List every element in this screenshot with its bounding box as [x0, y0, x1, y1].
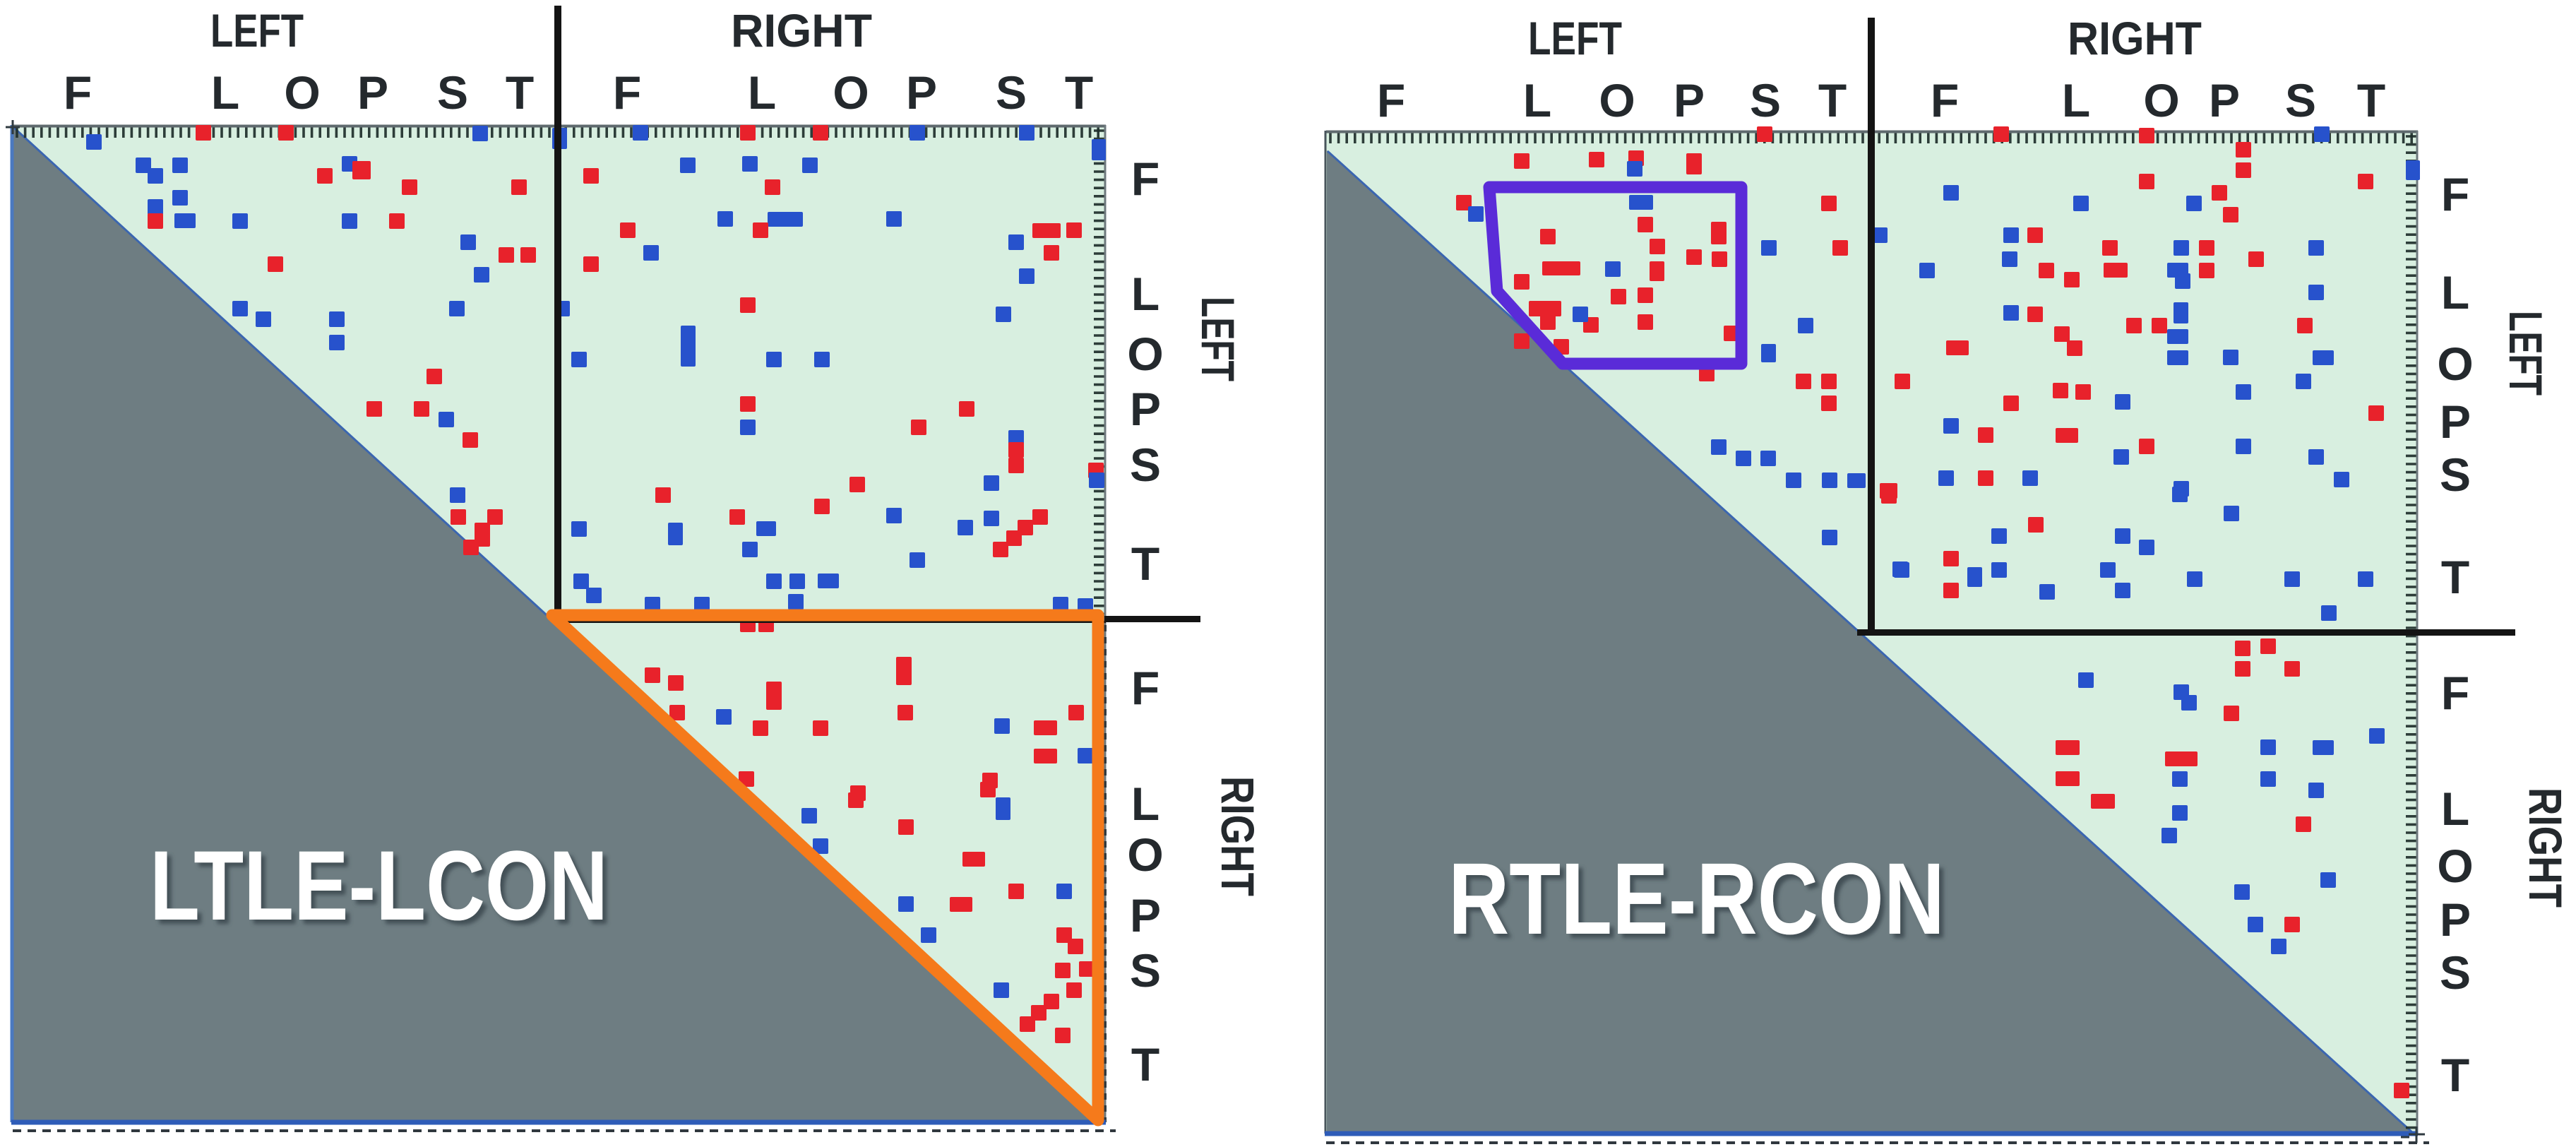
svg-text:F: F: [1131, 153, 1159, 205]
svg-text:P: P: [1674, 74, 1705, 126]
svg-text:L: L: [1131, 268, 1159, 320]
svg-text:F: F: [2441, 168, 2469, 220]
svg-text:LEFT: LEFT: [2500, 311, 2552, 396]
svg-text:O: O: [2143, 74, 2179, 126]
svg-text:P: P: [1130, 383, 1161, 435]
svg-text:O: O: [833, 66, 869, 119]
svg-text:T: T: [2441, 1049, 2469, 1101]
svg-text:RTLE-RCON: RTLE-RCON: [1448, 842, 1945, 956]
svg-text:P: P: [2209, 74, 2240, 126]
svg-text:F: F: [2441, 667, 2469, 719]
svg-text:F: F: [64, 66, 92, 119]
svg-text:L: L: [2441, 783, 2469, 835]
svg-text:P: P: [906, 66, 937, 119]
svg-text:RIGHT: RIGHT: [1212, 776, 1264, 896]
svg-text:P: P: [2440, 893, 2471, 946]
svg-text:T: T: [1818, 74, 1847, 126]
svg-text:T: T: [2357, 74, 2385, 126]
svg-text:RIGHT: RIGHT: [731, 4, 872, 57]
svg-text:T: T: [506, 66, 534, 119]
svg-text:T: T: [1131, 537, 1159, 590]
svg-text:P: P: [357, 66, 388, 119]
svg-text:LTLE-LCON: LTLE-LCON: [150, 830, 608, 941]
svg-text:F: F: [1131, 662, 1159, 714]
svg-text:L: L: [2062, 74, 2090, 126]
svg-text:P: P: [1130, 889, 1161, 941]
svg-text:RIGHT: RIGHT: [2520, 788, 2572, 908]
svg-text:T: T: [1065, 66, 1093, 119]
svg-text:L: L: [1523, 74, 1551, 126]
svg-text:S: S: [2285, 74, 2316, 126]
svg-text:O: O: [284, 66, 320, 119]
svg-text:F: F: [1377, 74, 1405, 126]
svg-text:O: O: [2437, 840, 2473, 892]
svg-text:LEFT: LEFT: [1192, 297, 1244, 381]
svg-text:L: L: [211, 66, 239, 119]
svg-text:LEFT: LEFT: [210, 4, 304, 57]
svg-text:S: S: [1130, 439, 1161, 491]
svg-text:LEFT: LEFT: [1528, 12, 1622, 64]
svg-text:O: O: [1599, 74, 1635, 126]
svg-text:T: T: [2441, 551, 2469, 603]
svg-text:F: F: [1931, 74, 1959, 126]
svg-text:RIGHT: RIGHT: [2068, 12, 2202, 64]
svg-text:L: L: [748, 66, 776, 119]
svg-text:T: T: [1131, 1038, 1159, 1090]
svg-text:O: O: [2437, 338, 2473, 390]
svg-text:S: S: [996, 66, 1027, 119]
svg-text:L: L: [2441, 266, 2469, 319]
svg-text:S: S: [1130, 944, 1161, 997]
svg-text:S: S: [2440, 448, 2471, 501]
svg-text:S: S: [437, 66, 468, 119]
svg-text:L: L: [1131, 778, 1159, 830]
svg-text:O: O: [1127, 828, 1163, 881]
svg-text:S: S: [1750, 74, 1781, 126]
svg-text:S: S: [2440, 946, 2471, 999]
svg-text:O: O: [1127, 328, 1163, 380]
svg-text:P: P: [2440, 396, 2471, 448]
svg-text:F: F: [613, 66, 641, 119]
